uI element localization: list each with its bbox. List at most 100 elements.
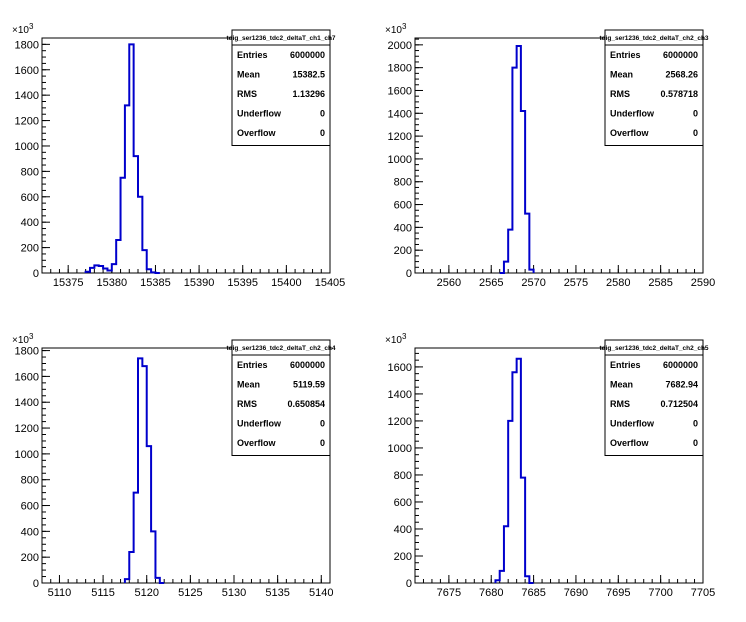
y-tick-label: 1400 [388, 389, 412, 401]
stats-value: 1.13296 [292, 89, 325, 99]
y-tick-label: 1000 [15, 449, 39, 461]
histogram-pad-ch2-ch5: 7675 7680 7685 7690 7695 7700 7705 0 200 400 600 80… [385, 332, 715, 599]
y-tick-label: 600 [21, 501, 39, 513]
stats-value: 0 [320, 128, 325, 138]
histogram-pad-ch1-ch7: 15375 15380 15385 15390 15395 15400 15405 0 200 4… [12, 22, 345, 289]
stats-key: Entries [610, 50, 641, 60]
stats-key: Overflow [237, 438, 277, 448]
y-tick-label: 1400 [15, 90, 39, 102]
stats-value: 0 [320, 419, 325, 429]
y-tick-label: 2000 [388, 40, 412, 52]
stats-value: 2568.26 [665, 70, 698, 80]
y-tick-label: 600 [21, 192, 39, 204]
plot-frame [41, 347, 331, 584]
stats-value: 0 [693, 419, 698, 429]
y-tick-label: 1200 [15, 423, 39, 435]
y-tick-label: 200 [394, 551, 412, 563]
stats-key: Mean [610, 380, 633, 390]
y-tick-label: 200 [394, 245, 412, 257]
stats-key: Mean [610, 70, 633, 80]
stats-key: RMS [237, 89, 257, 99]
histogram-series [499, 44, 535, 274]
stats-value: 6000000 [663, 50, 698, 60]
x-tick-label: 7705 [691, 587, 715, 599]
x-tick-label: 2560 [437, 277, 461, 289]
y-multiplier-label: ×103 [12, 332, 34, 346]
x-tick-label: 5110 [48, 587, 72, 599]
x-tick-label: 15385 [140, 277, 171, 289]
stats-key: Underflow [237, 109, 282, 119]
y-tick-label: 0 [406, 268, 412, 280]
x-tick-label: 5140 [309, 587, 333, 599]
x-tick-label: 7695 [606, 587, 630, 599]
y-tick-label: 400 [21, 526, 39, 538]
y-tick-label: 0 [33, 268, 39, 280]
x-tick-label: 7675 [437, 587, 461, 599]
y-tick-label: 800 [21, 475, 39, 487]
x-tick-label: 5115 [91, 587, 115, 599]
stats-value: 0.578718 [660, 89, 698, 99]
y-tick-label: 1600 [388, 85, 412, 97]
stats-key: RMS [610, 89, 630, 99]
y-multiplier-label: ×103 [385, 22, 407, 36]
x-tick-label: 7700 [648, 587, 672, 599]
x-tick-label: 2575 [564, 277, 588, 289]
stats-value: 5119.59 [293, 380, 325, 390]
x-tick-label: 7690 [564, 587, 588, 599]
x-tick-label: 15380 [97, 277, 128, 289]
y-tick-label: 1000 [388, 154, 412, 166]
y-tick-label: 1600 [15, 371, 39, 383]
y-tick-label: 1200 [15, 116, 39, 128]
histogram-series [123, 357, 165, 584]
stats-title: tdig_ser1236_tdc2_deltaT_ch2_ch5 [599, 345, 708, 352]
histogram-pad-ch2-ch3: 2560 2565 2570 2575 2580 2585 2590 0 200 400 600 80… [385, 22, 715, 289]
stats-title: tdig_ser1236_tdc2_deltaT_ch1_ch7 [226, 35, 335, 42]
stats-value: 0 [693, 109, 698, 119]
x-tick-label: 2570 [521, 277, 545, 289]
histogram-series [84, 43, 160, 274]
stats-value: 0.650854 [287, 399, 325, 409]
plot-frame [41, 37, 331, 274]
x-tick-label: 5135 [265, 587, 289, 599]
x-tick-label: 5125 [178, 587, 202, 599]
y-tick-label: 800 [394, 177, 412, 189]
y-tick-label: 1400 [388, 108, 412, 120]
stats-key: RMS [237, 399, 257, 409]
stats-value: 0 [693, 438, 698, 448]
x-tick-label: 5120 [134, 587, 158, 599]
histogram-pad-ch2-ch4: 5110 5115 5120 5125 5130 5135 5140 0 200 400 600 80… [12, 332, 336, 599]
y-tick-label: 200 [21, 243, 39, 255]
stats-value: 15382.5 [292, 70, 325, 80]
stats-title: tdig_ser1236_tdc2_deltaT_ch2_ch4 [226, 345, 335, 352]
x-tick-label: 2585 [648, 277, 672, 289]
y-tick-label: 800 [21, 166, 39, 178]
y-tick-label: 1400 [15, 397, 39, 409]
stats-key: Underflow [610, 419, 655, 429]
stats-key: Overflow [610, 438, 650, 448]
stats-value: 0 [320, 109, 325, 119]
stats-value: 0 [693, 128, 698, 138]
x-tick-label: 2565 [479, 277, 503, 289]
y-multiplier-label: ×103 [12, 22, 34, 36]
stats-value: 7682.94 [665, 380, 698, 390]
stats-title: tdig_ser1236_tdc2_deltaT_ch2_ch3 [599, 35, 708, 42]
stats-key: Underflow [237, 419, 282, 429]
x-tick-label: 2590 [691, 277, 715, 289]
stats-key: Overflow [237, 128, 277, 138]
stats-key: Overflow [610, 128, 650, 138]
y-tick-label: 1000 [15, 141, 39, 153]
y-tick-label: 600 [394, 200, 412, 212]
stats-key: Mean [237, 70, 260, 80]
x-tick-label: 2580 [606, 277, 630, 289]
x-tick-label: 15405 [315, 277, 346, 289]
y-tick-label: 800 [394, 470, 412, 482]
stats-box [604, 339, 704, 456]
x-tick-label: 5130 [222, 587, 246, 599]
x-tick-label: 15375 [53, 277, 84, 289]
y-tick-label: 400 [21, 217, 39, 229]
x-tick-label: 15400 [271, 277, 302, 289]
y-tick-label: 600 [394, 497, 412, 509]
x-tick-label: 7680 [479, 587, 503, 599]
stats-key: Mean [237, 380, 260, 390]
